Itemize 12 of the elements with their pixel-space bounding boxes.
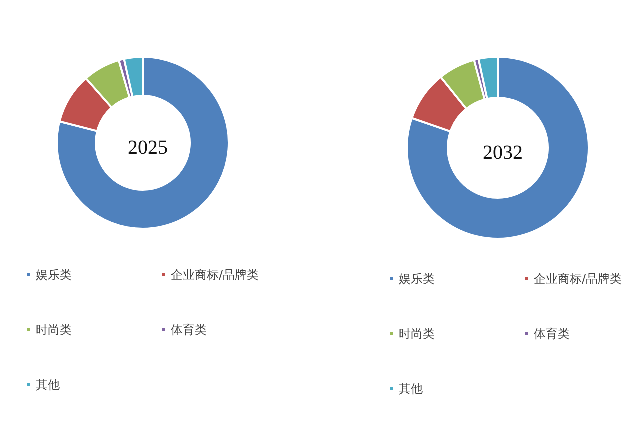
legend-label: 体育类 [171,323,207,337]
legend-label: 体育类 [534,327,570,341]
legend-label: 其他 [36,378,60,392]
legend-label: 其他 [399,382,423,396]
text: 2032 [483,142,523,164]
text: 2025 [128,137,168,159]
legend-label: 时尚类 [399,327,435,341]
legend-label: 企业商标/品牌类 [534,272,622,286]
legend-label: 时尚类 [36,323,72,337]
legend-label: 娱乐类 [399,272,435,286]
legend-label: 企业商标/品牌类 [171,268,260,282]
legend-label: 娱乐类 [36,268,72,282]
